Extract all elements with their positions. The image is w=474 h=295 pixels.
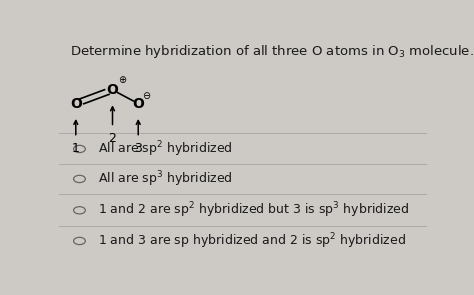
Text: 1 and 3 are sp hybridized and 2 is sp$^2$ hybridized: 1 and 3 are sp hybridized and 2 is sp$^2… bbox=[98, 231, 406, 251]
Text: All are sp$^3$ hybridized: All are sp$^3$ hybridized bbox=[98, 169, 233, 189]
Text: All are sp$^2$ hybridized: All are sp$^2$ hybridized bbox=[98, 139, 233, 159]
Text: O: O bbox=[107, 83, 118, 97]
Text: 3: 3 bbox=[134, 142, 142, 155]
Text: Determine hybridization of all three O atoms in O$_3$ molecule.: Determine hybridization of all three O a… bbox=[70, 43, 474, 60]
Text: 2: 2 bbox=[109, 132, 117, 145]
Text: ⊕: ⊕ bbox=[118, 75, 126, 85]
Text: 1: 1 bbox=[72, 142, 80, 155]
Text: O: O bbox=[70, 96, 82, 111]
Text: 1 and 2 are sp$^2$ hybridized but 3 is sp$^3$ hybridized: 1 and 2 are sp$^2$ hybridized but 3 is s… bbox=[98, 201, 409, 220]
Text: O: O bbox=[132, 96, 144, 111]
Text: ⊖: ⊖ bbox=[142, 91, 150, 101]
